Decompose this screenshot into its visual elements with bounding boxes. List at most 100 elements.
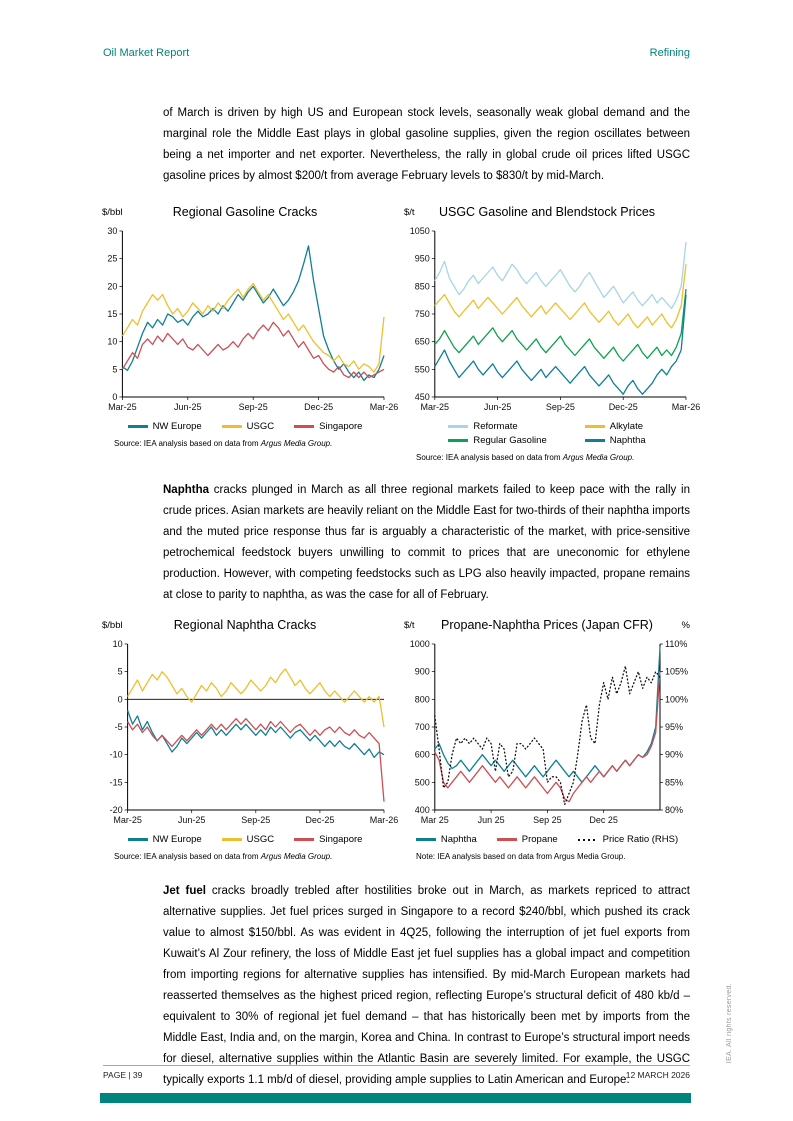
legend-label: Propane bbox=[521, 834, 558, 845]
y-axis-unit-label: $/bbl bbox=[102, 207, 123, 218]
footer-accent-bar bbox=[100, 1093, 691, 1103]
svg-text:105%: 105% bbox=[665, 667, 688, 677]
header-section-title: Refining bbox=[649, 47, 690, 59]
chart-regional-naphtha-cracks: $/bbl Regional Naphtha Cracks -20 -15 -10-… bbox=[100, 616, 399, 861]
svg-text:Mar-26: Mar-26 bbox=[672, 402, 701, 412]
legend-swatch bbox=[584, 425, 605, 428]
svg-text:1000: 1000 bbox=[410, 639, 430, 649]
chart-propane-naphtha-prices: $/t Propane-Naphtha Prices (Japan CFR) %… bbox=[402, 616, 692, 861]
svg-text:Sep-25: Sep-25 bbox=[239, 402, 268, 412]
paragraph-text: cracks plunged in March as all three reg… bbox=[163, 484, 690, 601]
legend-item: Singapore bbox=[294, 421, 362, 432]
svg-text:15: 15 bbox=[107, 309, 117, 319]
legend-swatch bbox=[415, 838, 436, 841]
svg-text:550: 550 bbox=[415, 364, 430, 374]
chart-legend: Naphtha Propane Price Ratio (RHS) bbox=[402, 834, 692, 845]
legend-item: Propane bbox=[496, 834, 558, 845]
paragraph-naphtha: Naphtha cracks plunged in March as all t… bbox=[163, 480, 690, 606]
svg-text:Mar-25: Mar-25 bbox=[113, 815, 142, 825]
plot-area: -20 -15 -10 -5 0 5 10 Mar-25 Jun-25 Sep-25 Dec-25 M… bbox=[110, 639, 399, 825]
plot-area: 450 550 650 750 850 950 1050 Mar-25 Jun-25 Sep-25… bbox=[410, 226, 700, 412]
chart-head: $/bbl Regional Gasoline Cracks bbox=[100, 203, 390, 221]
legend-item: USGC bbox=[221, 421, 274, 432]
svg-text:850: 850 bbox=[415, 281, 430, 291]
footer-text-row: PAGE | 39 12 MARCH 2026 bbox=[103, 1065, 690, 1080]
legend-label: USGC bbox=[246, 834, 275, 845]
page-footer: PAGE | 39 12 MARCH 2026 bbox=[100, 1065, 691, 1103]
legend-label: Singapore bbox=[319, 834, 363, 845]
svg-text:Dec-25: Dec-25 bbox=[304, 402, 333, 412]
legend-label: NW Europe bbox=[152, 421, 202, 432]
paragraph-gasoline: of March is driven by high US and Europe… bbox=[163, 103, 690, 187]
chart-title: Propane-Naphtha Prices (Japan CFR) bbox=[441, 618, 653, 632]
charts-row-naphtha: $/bbl Regional Naphtha Cracks -20 -15 -10-… bbox=[100, 616, 692, 861]
svg-text:Jun-25: Jun-25 bbox=[484, 402, 512, 412]
chart-source: Source: IEA analysis based on data from … bbox=[100, 852, 390, 861]
legend-swatch bbox=[221, 425, 242, 428]
legend-swatch bbox=[127, 838, 148, 841]
svg-text:700: 700 bbox=[415, 722, 430, 732]
svg-text:95%: 95% bbox=[665, 722, 683, 732]
svg-text:600: 600 bbox=[415, 750, 430, 760]
svg-text:650: 650 bbox=[415, 337, 430, 347]
chart-legend: NW Europe USGC Singapore bbox=[100, 834, 390, 845]
source-text: Source: IEA analysis based on data from bbox=[416, 453, 563, 462]
page-header: Oil Market Report Refining bbox=[103, 0, 690, 59]
legend-label: Regular Gasoline bbox=[473, 435, 547, 446]
svg-text:750: 750 bbox=[415, 309, 430, 319]
svg-text:25: 25 bbox=[107, 254, 117, 264]
chart-head: $/t USGC Gasoline and Blendstock Prices bbox=[402, 203, 692, 221]
chart-legend: Reformate Alkylate Regular Gasoline Naphtha bbox=[402, 421, 692, 446]
legend-swatch bbox=[496, 838, 517, 841]
source-italic-text: Argus Media Group. bbox=[260, 439, 333, 448]
chart-title: Regional Naphtha Cracks bbox=[173, 618, 317, 632]
source-text: Note: IEA analysis based on data from Ar… bbox=[416, 852, 626, 861]
chart-source: Source: IEA analysis based on data from … bbox=[100, 439, 390, 448]
y-axis-unit-label: $/bbl bbox=[102, 620, 123, 631]
svg-text:Mar-26: Mar-26 bbox=[370, 815, 399, 825]
legend-swatch bbox=[221, 838, 242, 841]
legend-swatch bbox=[448, 439, 469, 442]
y-axis-unit-label: $/t bbox=[404, 620, 415, 631]
legend-label: NW Europe bbox=[152, 834, 202, 845]
svg-text:Jun-25: Jun-25 bbox=[178, 815, 206, 825]
legend-label: Reformate bbox=[473, 421, 518, 432]
svg-text:Mar-25: Mar-25 bbox=[108, 402, 137, 412]
legend-item: Regular Gasoline bbox=[448, 435, 547, 446]
svg-text:5: 5 bbox=[112, 364, 117, 374]
legend-label: Price Ratio (RHS) bbox=[602, 834, 679, 845]
legend-item: USGC bbox=[221, 834, 275, 845]
svg-text:5: 5 bbox=[118, 667, 123, 677]
source-italic-text: Argus Media Group. bbox=[562, 453, 635, 462]
svg-text:30: 30 bbox=[107, 226, 117, 236]
svg-text:400: 400 bbox=[415, 805, 430, 815]
paragraph-text: cracks broadly trebled after hostilities… bbox=[163, 885, 690, 1086]
svg-text:Mar-25: Mar-25 bbox=[421, 402, 450, 412]
paragraph-text: of March is driven by high US and Europe… bbox=[163, 107, 690, 182]
header-report-title: Oil Market Report bbox=[103, 47, 190, 59]
legend-item: Naphtha bbox=[584, 435, 646, 446]
svg-text:Dec-25: Dec-25 bbox=[609, 402, 638, 412]
legend-swatch bbox=[294, 838, 315, 841]
chart-source: Note: IEA analysis based on data from Ar… bbox=[402, 852, 692, 861]
svg-text:10: 10 bbox=[107, 337, 117, 347]
charts-row-gasoline: $/bbl Regional Gasoline Cracks 0 5 10 15 20 2… bbox=[100, 203, 700, 462]
legend-item: Reformate bbox=[448, 421, 518, 432]
plot-area: 400 500 600 700 800 900 1000 80% 85% 90% 95% 100% 10… bbox=[410, 639, 688, 825]
legend-label: Naphtha bbox=[609, 435, 646, 446]
legend-swatch bbox=[294, 425, 315, 428]
chart-legend: NW Europe USGC Singapore bbox=[100, 421, 390, 432]
svg-text:0: 0 bbox=[112, 392, 117, 402]
svg-text:90%: 90% bbox=[665, 750, 683, 760]
svg-text:100%: 100% bbox=[665, 694, 688, 704]
svg-text:900: 900 bbox=[415, 667, 430, 677]
svg-text:10: 10 bbox=[113, 639, 123, 649]
svg-text:Jun 25: Jun 25 bbox=[478, 815, 505, 825]
svg-text:Sep-25: Sep-25 bbox=[241, 815, 270, 825]
svg-text:Dec 25: Dec 25 bbox=[589, 815, 618, 825]
y-axis-unit-label: $/t bbox=[404, 207, 415, 218]
chart-head: $/t Propane-Naphtha Prices (Japan CFR) % bbox=[402, 616, 692, 634]
svg-text:Sep 25: Sep 25 bbox=[533, 815, 562, 825]
legend-label: Naphtha bbox=[440, 834, 477, 845]
